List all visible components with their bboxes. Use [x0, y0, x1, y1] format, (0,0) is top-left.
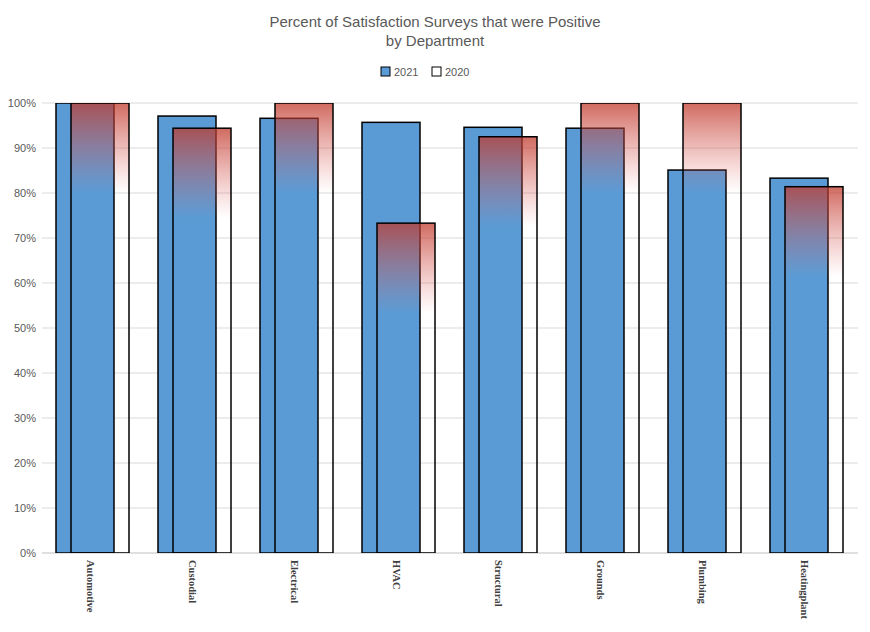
- legend-label: 2021: [394, 66, 418, 78]
- y-tick-label: 10%: [14, 502, 36, 514]
- bar-2020: [377, 223, 435, 553]
- bar-2020: [785, 187, 843, 553]
- y-tick-label: 90%: [14, 142, 36, 154]
- y-tick-label: 70%: [14, 232, 36, 244]
- grid: [42, 103, 858, 553]
- y-tick-label: 80%: [14, 187, 36, 199]
- chart-svg: Percent of Satisfaction Surveys that wer…: [0, 0, 870, 632]
- bars: [56, 103, 843, 553]
- bar-2020: [479, 137, 537, 553]
- bar-2020: [71, 103, 129, 553]
- bar-2020: [275, 103, 333, 553]
- legend-swatch: [432, 67, 441, 76]
- bar-2020: [581, 103, 639, 553]
- category-label: Plumbing: [697, 560, 708, 605]
- bar-2020: [683, 103, 741, 553]
- category-label: Heatingplant: [799, 560, 810, 619]
- category-label: Grounds: [595, 560, 606, 600]
- legend-label: 2020: [445, 66, 469, 78]
- y-tick-label: 50%: [14, 322, 36, 334]
- legend-swatch: [381, 67, 390, 76]
- y-tick-label: 20%: [14, 457, 36, 469]
- y-tick-label: 30%: [14, 412, 36, 424]
- legend: 2021 2020: [381, 66, 469, 78]
- category-label: Electrical: [289, 560, 300, 603]
- category-label: Structural: [493, 560, 504, 607]
- y-tick-label: 100%: [8, 97, 36, 109]
- y-tick-label: 40%: [14, 367, 36, 379]
- category-label: Automotive: [85, 560, 96, 613]
- category-label: HVAC: [391, 560, 402, 590]
- bar-2020: [173, 128, 231, 553]
- y-tick-label: 0%: [20, 547, 36, 559]
- category-label: Custodial: [187, 560, 198, 603]
- subtitle: by Department: [386, 32, 485, 49]
- chart-container: Percent of Satisfaction Surveys that wer…: [0, 0, 870, 632]
- title: Percent of Satisfaction Surveys that wer…: [270, 13, 601, 30]
- y-tick-label: 60%: [14, 277, 36, 289]
